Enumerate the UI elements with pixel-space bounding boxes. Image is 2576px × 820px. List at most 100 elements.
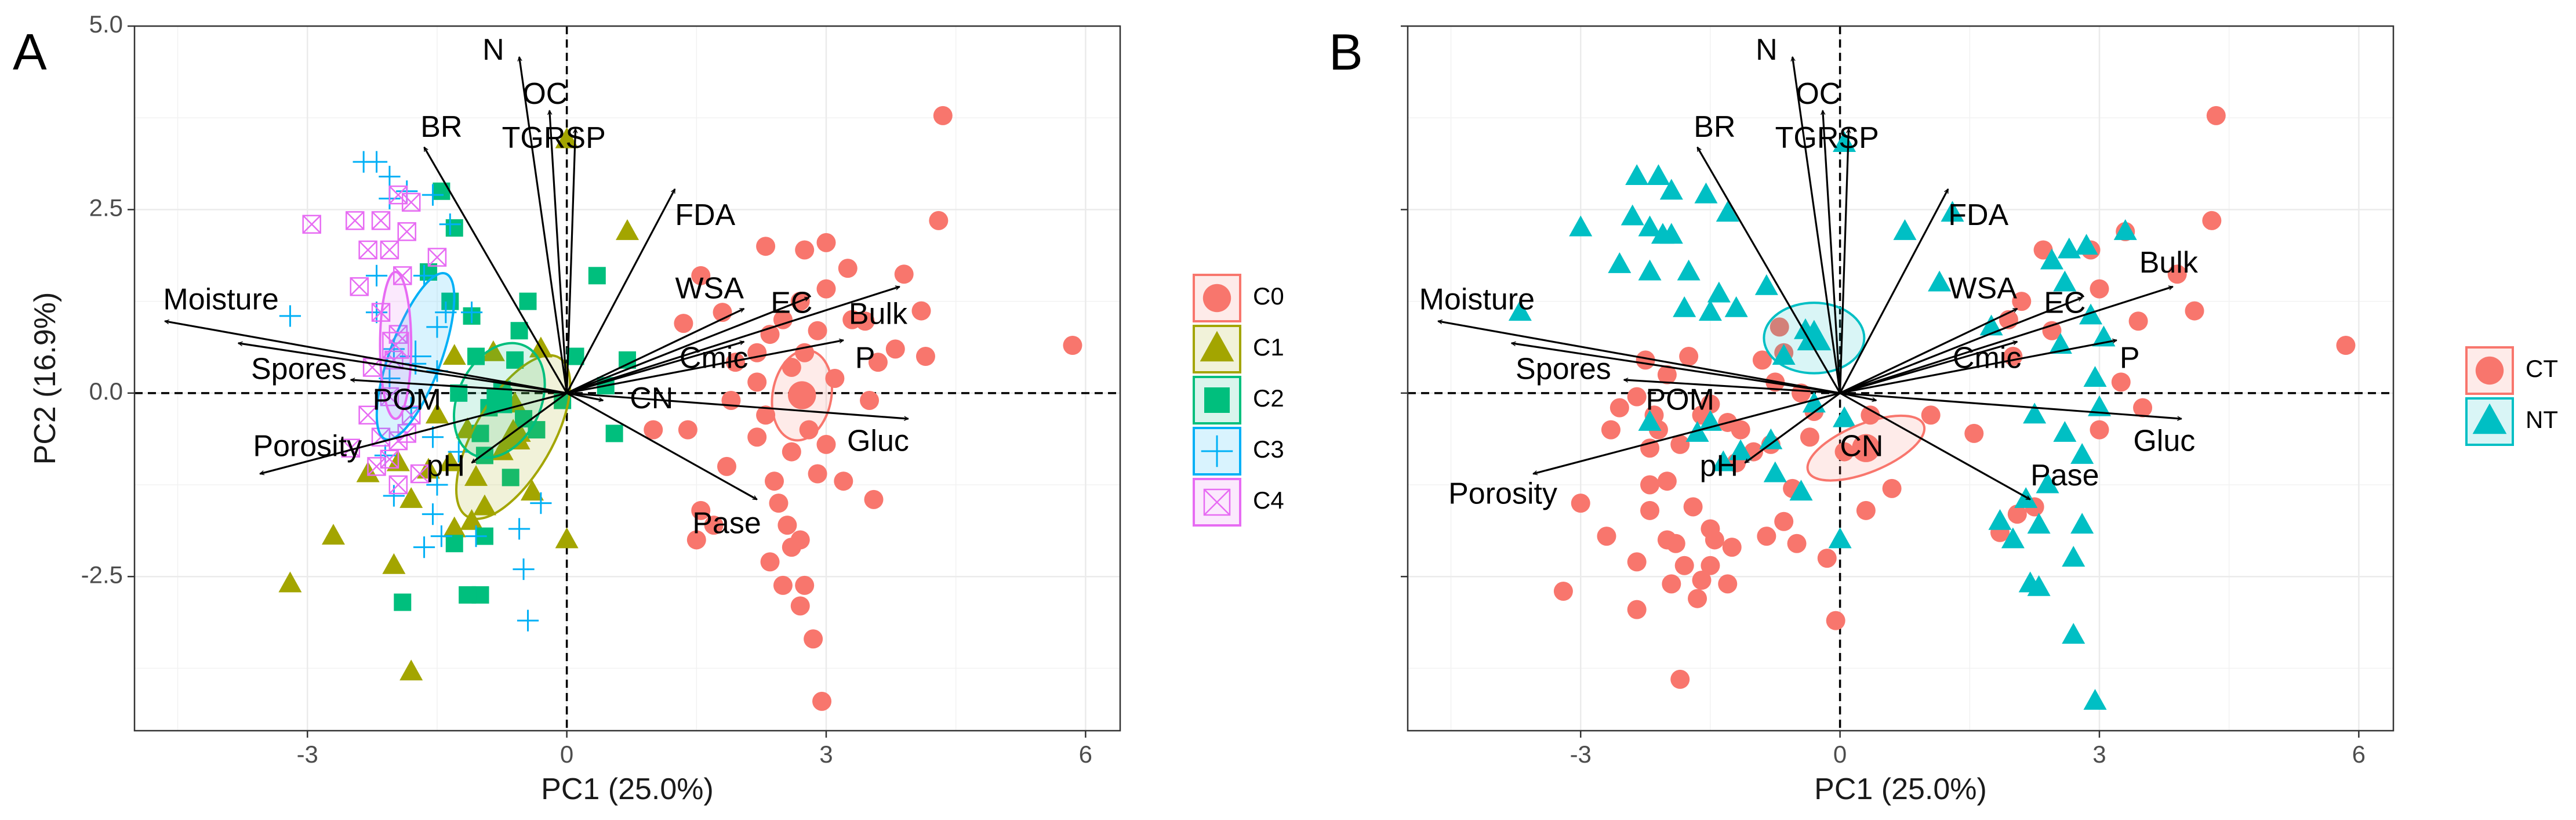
- data-point: [1621, 204, 1644, 226]
- data-point: [686, 530, 706, 550]
- data-point: [382, 553, 406, 574]
- data-point: [674, 314, 693, 333]
- data-point: [2057, 237, 2081, 259]
- data-point: [760, 552, 780, 572]
- vector-label-n: N: [482, 33, 504, 67]
- data-point: [1657, 530, 1677, 550]
- data-point: [804, 629, 823, 649]
- group-c1-points: [278, 127, 640, 681]
- data-point: [725, 353, 745, 372]
- data-point: [2053, 270, 2077, 292]
- vector-cmic: [566, 342, 744, 394]
- vector-label-bulk: Bulk: [2139, 246, 2199, 280]
- data-point: [1921, 405, 1941, 425]
- data-point: [2036, 472, 2059, 494]
- data-point: [1670, 669, 1690, 689]
- data-point: [2206, 106, 2226, 125]
- data-point: [1638, 259, 1662, 281]
- vector-ec: [566, 296, 809, 394]
- data-point: [1553, 582, 1573, 601]
- data-point: [302, 215, 321, 234]
- data-point: [1640, 475, 1660, 495]
- vector-label-porosity: Porosity: [253, 429, 362, 463]
- data-point: [1729, 439, 1753, 460]
- data-point: [1609, 398, 1629, 418]
- data-point: [1722, 538, 1742, 557]
- data-point: [278, 571, 302, 593]
- x-axis-title: PC1 (25.0%): [541, 772, 714, 806]
- data-point: [1638, 215, 1662, 237]
- data-point: [644, 420, 663, 440]
- vector-label-oc: OC: [522, 77, 568, 111]
- data-point: [808, 321, 827, 340]
- data-point: [438, 450, 462, 471]
- data-point: [464, 465, 488, 486]
- data-point: [1928, 270, 1952, 292]
- data-point: [1640, 500, 1660, 520]
- data-point: [2048, 333, 2072, 354]
- data-point: [1662, 574, 1681, 594]
- data-point: [2007, 505, 2027, 524]
- data-point: [1673, 296, 1696, 317]
- vector-label-p: P: [2120, 342, 2140, 375]
- data-point: [2062, 623, 2085, 644]
- data-point: [442, 344, 466, 365]
- data-point: [422, 184, 444, 206]
- data-point: [1856, 500, 1876, 520]
- data-point: [2027, 513, 2051, 534]
- vector-br: [423, 147, 568, 394]
- y-tick-label: 0.0: [89, 378, 123, 405]
- vector-label-gluc: Gluc: [847, 424, 909, 458]
- data-point: [691, 266, 711, 285]
- vector-ph: [1745, 392, 1841, 464]
- vector-label-pase: Pase: [692, 506, 761, 540]
- data-point: [765, 471, 784, 491]
- legend-label: C0: [1253, 282, 1284, 310]
- data-point: [358, 240, 377, 260]
- vector-wsa: [566, 307, 744, 394]
- data-point: [465, 525, 487, 547]
- data-point: [1800, 427, 1819, 447]
- vector-spores: [1512, 343, 1840, 394]
- legend-item-c1: C1: [1193, 325, 1284, 373]
- data-point: [1627, 387, 1647, 407]
- data-point: [2111, 372, 2131, 392]
- data-point: [1701, 556, 1720, 575]
- data-point: [1659, 179, 1683, 200]
- legend-label: CT: [2526, 355, 2558, 382]
- loading-vectors: NOCTGRSPBRFDAWSAECBulkCmicPCNGlucPaseMoi…: [163, 33, 909, 540]
- data-point: [1627, 552, 1647, 572]
- vector-label-ec: EC: [771, 286, 812, 320]
- data-point: [1941, 201, 1964, 222]
- legend-label: C4: [1253, 487, 1284, 514]
- data-point: [393, 266, 412, 285]
- data-point: [717, 456, 736, 476]
- data-point: [410, 464, 430, 484]
- y-axis: -2.5 0.0 2.5 5.0 PC2 (16.9%): [28, 10, 135, 588]
- data-point: [756, 405, 776, 425]
- data-point: [2070, 513, 2094, 534]
- group-ct-centroid: [1852, 434, 1880, 462]
- vector-label-pom: POM: [373, 383, 441, 417]
- vector-p: [566, 340, 844, 394]
- data-point: [834, 471, 853, 491]
- data-point: [2090, 279, 2109, 299]
- data-point: [490, 439, 514, 460]
- data-point: [747, 427, 767, 447]
- data-point: [401, 193, 421, 212]
- data-point: [508, 518, 531, 540]
- data-point: [615, 219, 640, 240]
- data-point: [445, 219, 463, 237]
- legend-item-nt: NT: [2465, 397, 2558, 446]
- vector-label-ec: EC: [2044, 286, 2085, 320]
- data-point: [502, 469, 519, 487]
- vector-bulk: [566, 286, 900, 394]
- legend-key: [1193, 274, 1241, 322]
- panel-a: NOCTGRSPBRFDAWSAECBulkCmicPCNGlucPaseMoi…: [13, 10, 1284, 806]
- vector-gluc: [1840, 392, 2182, 419]
- data-point: [321, 524, 345, 545]
- data-point: [1754, 274, 1778, 295]
- vector-pom: [1624, 380, 1840, 394]
- data-point: [2062, 546, 2085, 567]
- data-point: [530, 492, 552, 514]
